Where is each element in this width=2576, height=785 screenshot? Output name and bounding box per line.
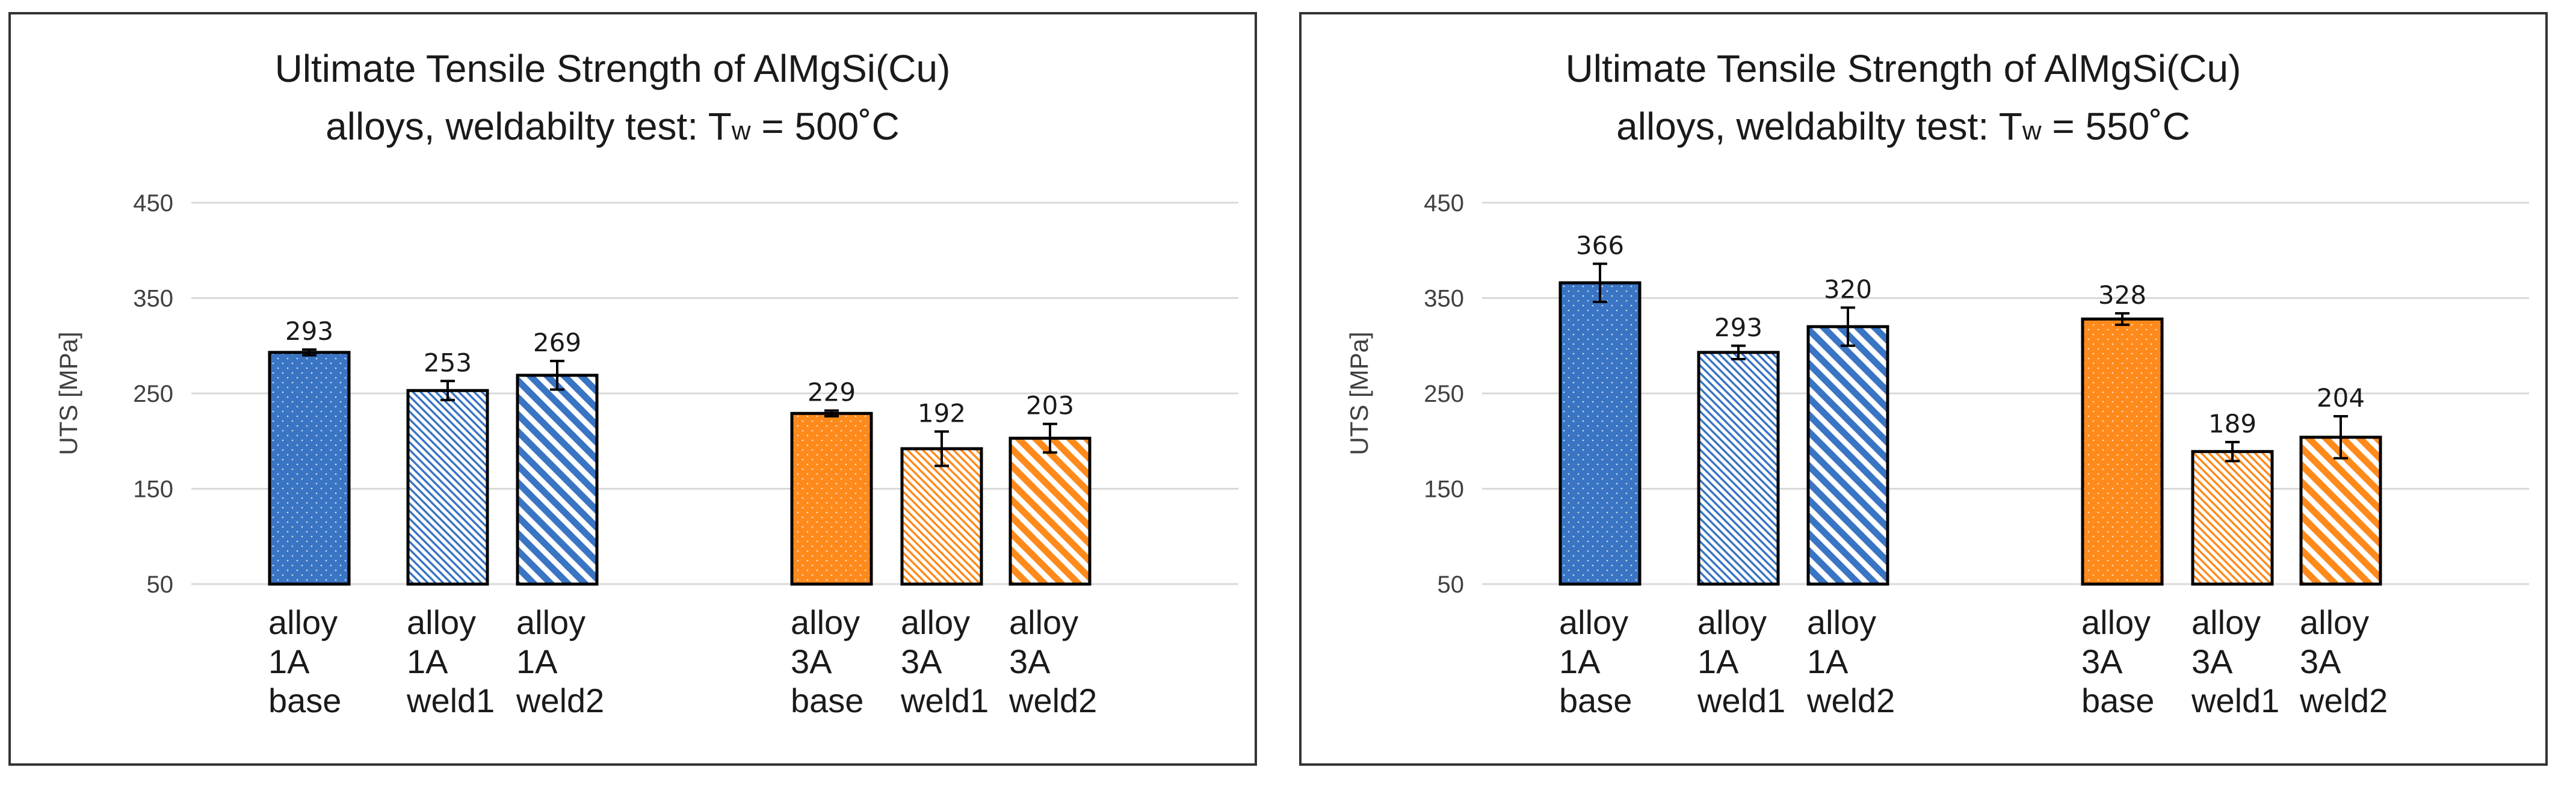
x-category-label: base: [2081, 682, 2154, 719]
chart-title-line2: alloys, weldabilty test: Tw = 500˚C: [326, 105, 900, 148]
chart-svg-550c: Ultimate Tensile Strength of AlMgSi(Cu) a…: [1345, 47, 2529, 719]
bar: [1008, 436, 1092, 586]
bar: [2191, 450, 2274, 586]
x-category-label: weld1: [1697, 682, 1785, 719]
x-category-label: weld2: [516, 682, 604, 719]
x-category-label: 3A: [901, 642, 942, 680]
data-label: 320: [1824, 274, 1872, 304]
chart-title-line1: Ultimate Tensile Strength of AlMgSi(Cu): [275, 47, 951, 90]
x-category-label: alloy: [2081, 603, 2151, 641]
x-category-label: alloy: [516, 603, 585, 641]
x-category-label: 1A: [1807, 642, 1849, 680]
data-label: 203: [1026, 391, 1074, 420]
x-category-label: 3A: [2191, 642, 2233, 680]
bar: [790, 411, 873, 586]
x-category-label: alloy: [901, 603, 970, 641]
x-category-label: 1A: [1697, 642, 1739, 680]
data-label: 253: [424, 348, 472, 377]
chart-panel-550c: Ultimate Tensile Strength of AlMgSi(Cu) a…: [1299, 12, 2548, 766]
x-category-label: alloy: [2191, 603, 2261, 641]
x-category-label: weld1: [406, 682, 495, 719]
x-category-label: weld1: [2191, 682, 2279, 719]
data-label: 192: [918, 398, 966, 428]
x-category-label: weld2: [2299, 682, 2388, 719]
x-category-label: base: [268, 682, 341, 719]
y-tick-label: 250: [133, 381, 173, 407]
y-tick-label: 450: [1424, 190, 1464, 217]
chart-title-line1: Ultimate Tensile Strength of AlMgSi(Cu): [1566, 47, 2241, 90]
x-category-label: alloy: [791, 603, 860, 641]
x-category-label: alloy: [1807, 603, 1876, 641]
bar: [406, 389, 489, 586]
y-tick-label: 350: [133, 286, 173, 312]
y-tick-label: 50: [1438, 571, 1465, 598]
x-category-label: 1A: [268, 642, 310, 680]
x-category-label: base: [791, 682, 863, 719]
x-category-label: alloy: [1559, 603, 1628, 641]
x-category-label: 3A: [2300, 642, 2341, 680]
y-tick-label: 50: [147, 571, 174, 598]
x-category-label: 1A: [1559, 642, 1601, 680]
chart-svg-500c: Ultimate Tensile Strength of AlMgSi(Cu) a…: [54, 47, 1238, 719]
x-category-label: alloy: [1697, 603, 1767, 641]
y-axis-label: UTS [MPa]: [1345, 331, 1373, 455]
x-category-label: alloy: [1009, 603, 1078, 641]
data-label: 366: [1576, 230, 1624, 260]
bar: [268, 351, 351, 586]
bar: [2081, 317, 2164, 586]
y-tick-label: 150: [1424, 476, 1464, 503]
bar: [516, 374, 599, 586]
data-label: 229: [808, 378, 856, 407]
data-label: 269: [533, 328, 581, 357]
x-category-label: 3A: [2081, 642, 2123, 680]
x-category-label: weld2: [1008, 682, 1097, 719]
y-tick-label: 150: [133, 476, 173, 503]
x-category-label: 3A: [1009, 642, 1051, 680]
bar: [1806, 325, 1889, 586]
chart-title-line2: alloys, weldabilty test: Tw = 550˚C: [1616, 105, 2190, 148]
y-axis-label: UTS [MPa]: [54, 331, 82, 455]
x-category-label: 3A: [791, 642, 832, 680]
chart-panel-500c: Ultimate Tensile Strength of AlMgSi(Cu) a…: [8, 12, 1257, 766]
data-label: 189: [2208, 409, 2256, 439]
x-category-label: weld1: [900, 682, 989, 719]
x-category-label: alloy: [2300, 603, 2369, 641]
y-tick-label: 450: [133, 190, 173, 217]
data-label: 293: [285, 316, 333, 346]
y-tick-label: 350: [1424, 286, 1464, 312]
bar: [1697, 351, 1780, 586]
x-category-label: 1A: [516, 642, 558, 680]
data-label: 293: [1714, 313, 1762, 342]
x-category-label: weld2: [1806, 682, 1895, 719]
y-tick-label: 250: [1424, 381, 1464, 407]
x-category-label: alloy: [268, 603, 338, 641]
x-category-label: 1A: [407, 642, 448, 680]
bar: [1558, 281, 1642, 586]
bar: [900, 447, 983, 586]
x-category-label: alloy: [407, 603, 476, 641]
data-label: 328: [2098, 280, 2146, 310]
x-category-label: base: [1559, 682, 1632, 719]
data-label: 204: [2317, 383, 2365, 413]
